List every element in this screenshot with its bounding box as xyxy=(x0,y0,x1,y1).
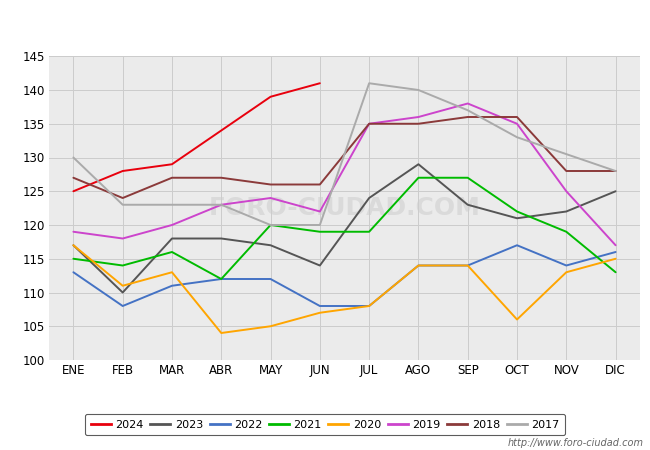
Text: Afiliados en Almarza a 31/5/2024: Afiliados en Almarza a 31/5/2024 xyxy=(176,14,474,33)
Legend: 2024, 2023, 2022, 2021, 2020, 2019, 2018, 2017: 2024, 2023, 2022, 2021, 2020, 2019, 2018… xyxy=(85,414,565,436)
Text: http://www.foro-ciudad.com: http://www.foro-ciudad.com xyxy=(508,438,644,448)
Text: FORO-CIUDAD.COM: FORO-CIUDAD.COM xyxy=(209,196,480,220)
